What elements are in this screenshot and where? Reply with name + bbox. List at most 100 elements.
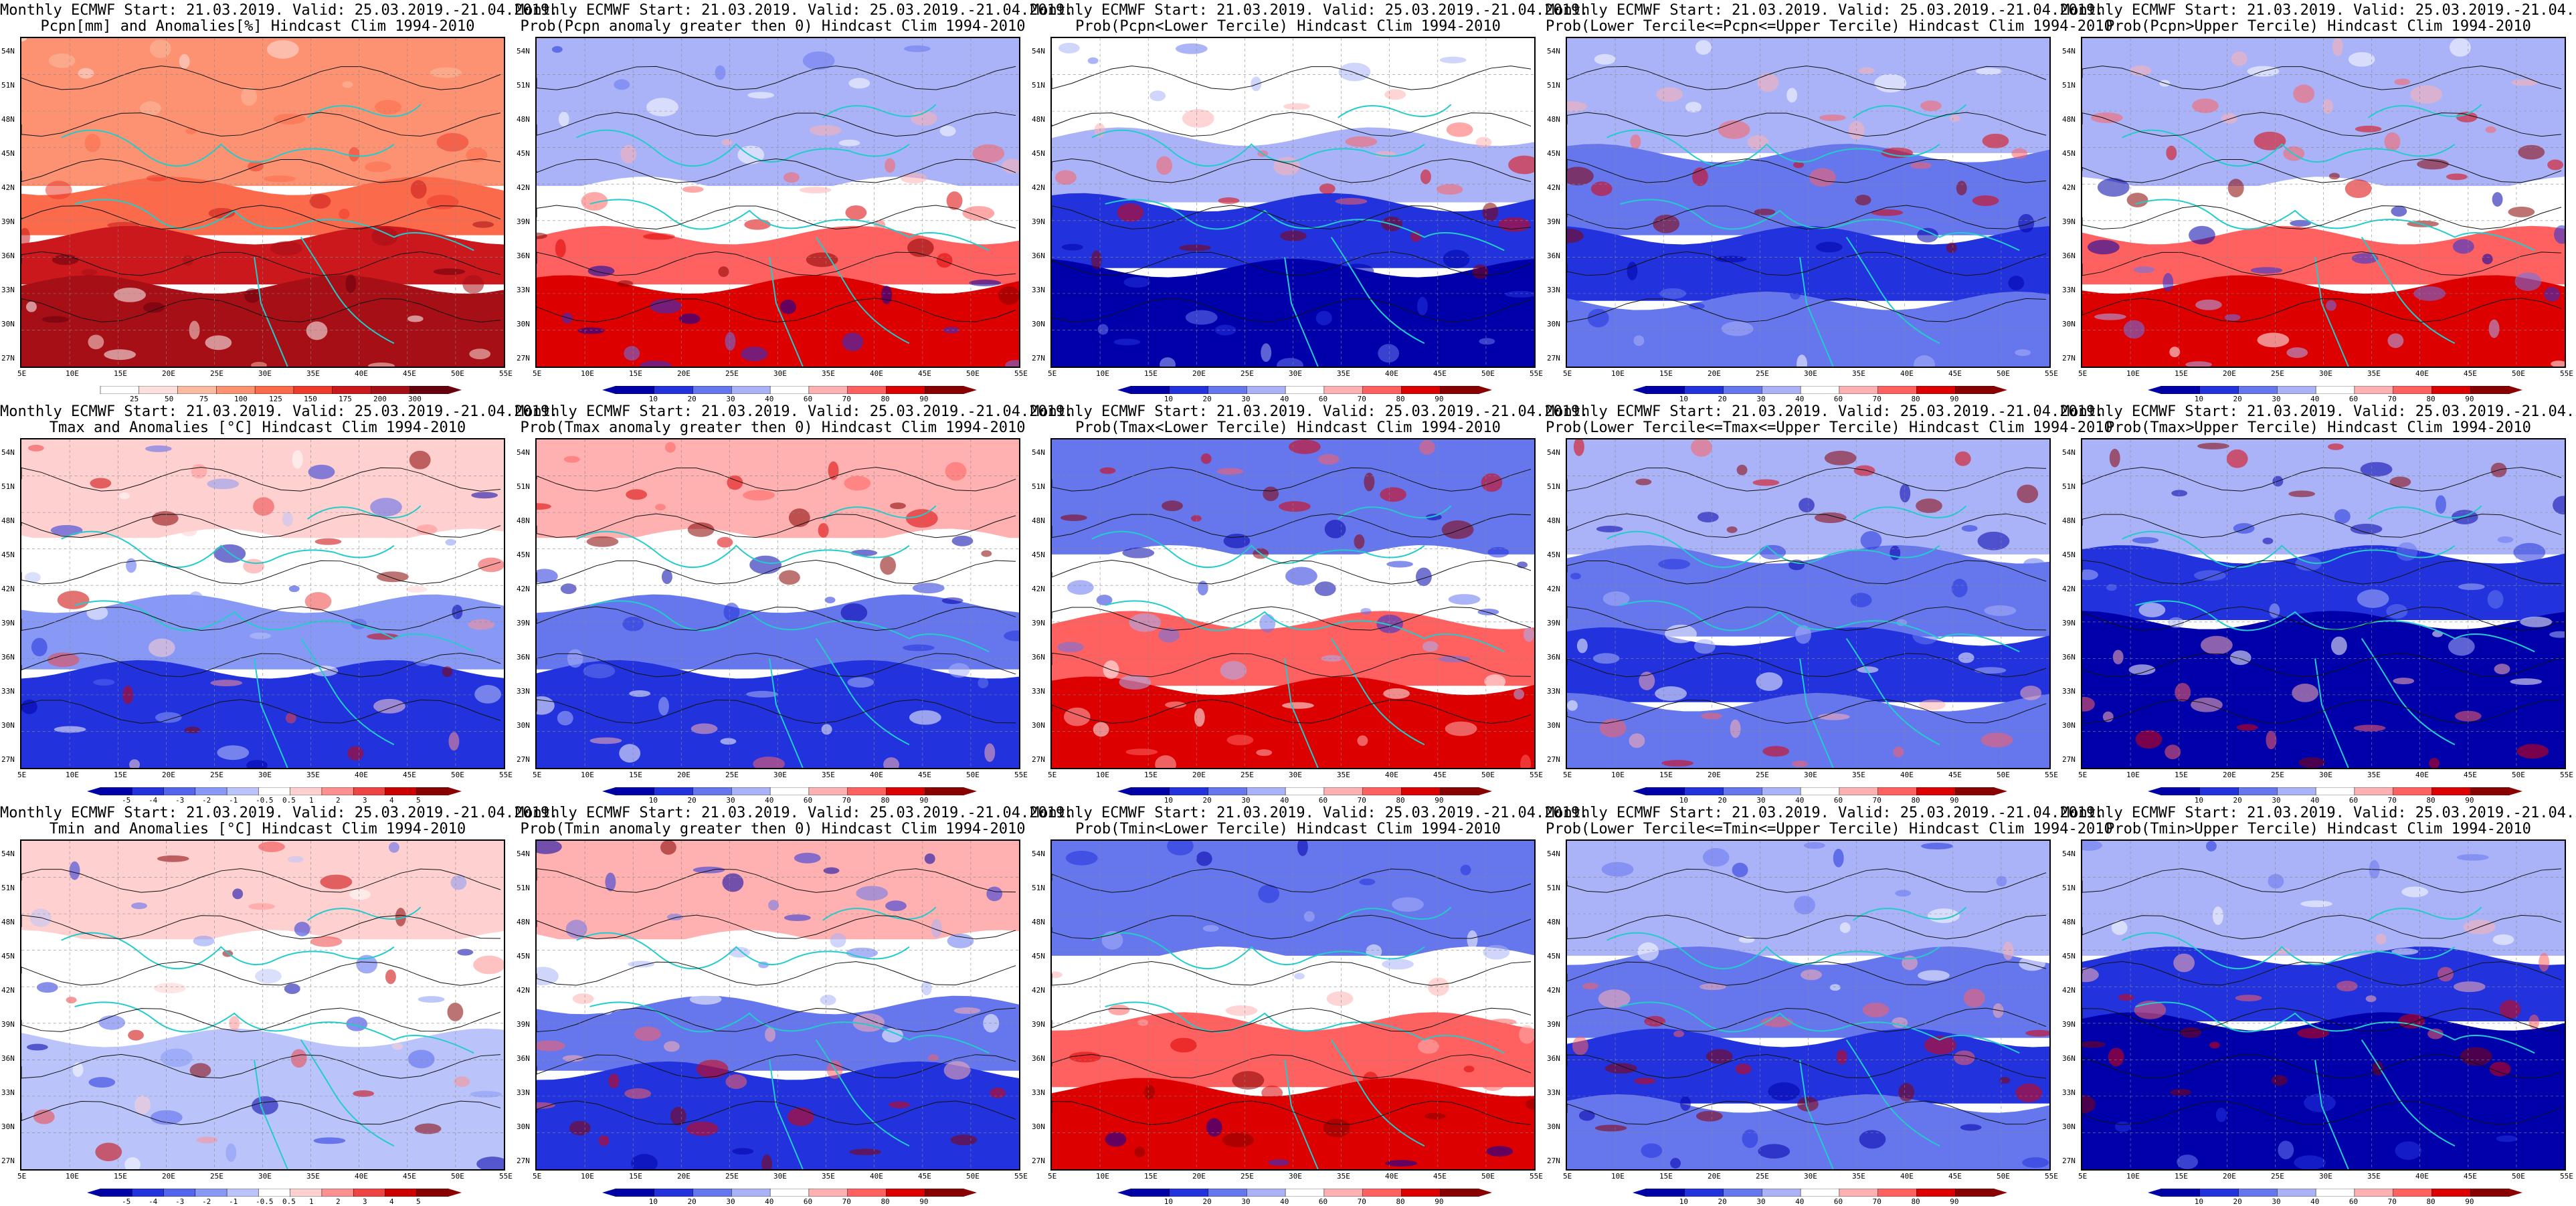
- field-blob: [2300, 900, 2332, 908]
- field-band: [537, 177, 1019, 235]
- contour-line: [2082, 1100, 2562, 1126]
- colorbar-swatch: [1954, 1188, 1995, 1197]
- latitude-label: 45N: [1547, 550, 1560, 559]
- field-blob: [684, 649, 711, 669]
- field-blob: [1567, 101, 1587, 112]
- field-blob: [473, 955, 504, 975]
- field-blob: [371, 227, 398, 246]
- map-area: [1566, 438, 2051, 769]
- field-blob: [1483, 944, 1510, 960]
- map-field: [537, 841, 1019, 1169]
- field-blob: [951, 535, 974, 546]
- field-blob: [722, 873, 744, 892]
- field-blob: [92, 949, 119, 957]
- field-blob: [1422, 641, 1439, 652]
- field-blob: [1061, 243, 1083, 251]
- field-blob: [1385, 1160, 1417, 1167]
- contour-line: [1052, 66, 1532, 90]
- field-blob: [2097, 178, 2130, 197]
- field-blob: [1578, 1110, 1595, 1121]
- field-blob: [342, 81, 353, 88]
- field-blob: [78, 68, 94, 79]
- field-blob: [614, 79, 630, 90]
- latitude-label: 39N: [1032, 619, 1045, 627]
- field-blob: [1695, 39, 1712, 55]
- field-blob: [790, 980, 818, 995]
- field-blob: [2389, 476, 2411, 488]
- field-blob: [1954, 451, 1971, 466]
- field-blob: [1482, 202, 1499, 221]
- longitude-label: 25E: [2271, 771, 2284, 779]
- colorbar-tick-label: 90: [1950, 1197, 1959, 1206]
- field-blob: [124, 1157, 141, 1169]
- field-blob: [1117, 203, 1144, 222]
- field-blob: [2025, 1029, 2049, 1037]
- field-blob: [1439, 56, 1467, 64]
- longitude-label: 30E: [2319, 771, 2332, 779]
- field-blob: [1443, 249, 1470, 269]
- field-blob: [2325, 300, 2336, 311]
- field-blob: [2431, 901, 2447, 908]
- longitude-label: 25E: [725, 771, 739, 779]
- colorbar-swatch: [731, 1188, 771, 1197]
- field-blob: [1254, 278, 1265, 288]
- field-blob: [225, 1143, 237, 1163]
- latitude-label: 42N: [1032, 183, 1045, 192]
- latitude-label: 48N: [1547, 115, 1560, 124]
- colorbar-tick-label: 80: [1911, 395, 1920, 403]
- field-blob: [294, 922, 310, 936]
- field-blob: [1319, 925, 1347, 932]
- longitude-label: 40E: [1900, 771, 1914, 779]
- field-blob: [562, 1055, 584, 1062]
- field-blob: [2166, 145, 2177, 161]
- colorbar-tick-label: 20: [1718, 1197, 1727, 1206]
- colorbar-swatch: [1916, 787, 1956, 796]
- latitude-label: 30N: [1, 1122, 15, 1131]
- field-blob: [984, 743, 996, 763]
- colorbar-swatch: [693, 1188, 733, 1197]
- colorbar-tick-label: 20: [1202, 395, 1212, 403]
- map-area: [1050, 438, 1536, 769]
- field-blob: [1323, 1118, 1350, 1138]
- field-blob: [2339, 853, 2361, 860]
- map-panel: Monthly ECMWF Start: 21.03.2019. Valid: …: [1546, 803, 2113, 1206]
- field-blob: [1718, 120, 1750, 139]
- colorbar-tick-label: -2: [202, 796, 211, 805]
- coastline: [2122, 932, 2456, 970]
- colorbar-tick-label: -0.5: [256, 1197, 274, 1206]
- field-blob: [1812, 40, 1839, 56]
- longitude-label: 35E: [1852, 771, 1865, 779]
- map-panel: Monthly ECMWF Start: 21.03.2019. Valid: …: [1546, 0, 2113, 404]
- field-blob: [809, 124, 842, 136]
- contour-line: [2082, 298, 2562, 322]
- field-blob: [1002, 159, 1019, 174]
- field-blob: [1690, 439, 1712, 457]
- field-blob: [1285, 567, 1317, 586]
- field-blob: [471, 492, 498, 499]
- map-area: [2081, 37, 2566, 368]
- field-blob: [1576, 638, 1588, 654]
- field-blob: [2191, 697, 2223, 712]
- longitude-label: 30E: [1289, 771, 1302, 779]
- field-blob: [2292, 684, 2319, 702]
- map-panel: Monthly ECMWF Start: 21.03.2019. Valid: …: [1030, 401, 1588, 805]
- colorbar: [2148, 1187, 2522, 1197]
- longitude-label: 40E: [1385, 1172, 1398, 1181]
- field-blob: [883, 757, 899, 768]
- longitude-label: 20E: [2223, 771, 2236, 779]
- field-blob: [1572, 1036, 1588, 1056]
- colorbar-swatch: [1877, 787, 1918, 796]
- field-blob: [1961, 524, 1978, 532]
- colorbar-tick-label: 40: [1795, 1197, 1805, 1206]
- field-blob: [84, 133, 101, 153]
- field-band: [2082, 841, 2565, 956]
- colorbar-swatch: [321, 787, 354, 796]
- colorbar-swatch: [2238, 385, 2278, 395]
- latitude-label: 45N: [1, 952, 15, 961]
- field-blob: [765, 1027, 776, 1042]
- latitude-label: 45N: [1032, 550, 1045, 559]
- field-blob: [947, 933, 974, 948]
- contour-line: [21, 652, 501, 678]
- field-blob: [400, 241, 417, 257]
- colorbar-swatch: [847, 1188, 887, 1197]
